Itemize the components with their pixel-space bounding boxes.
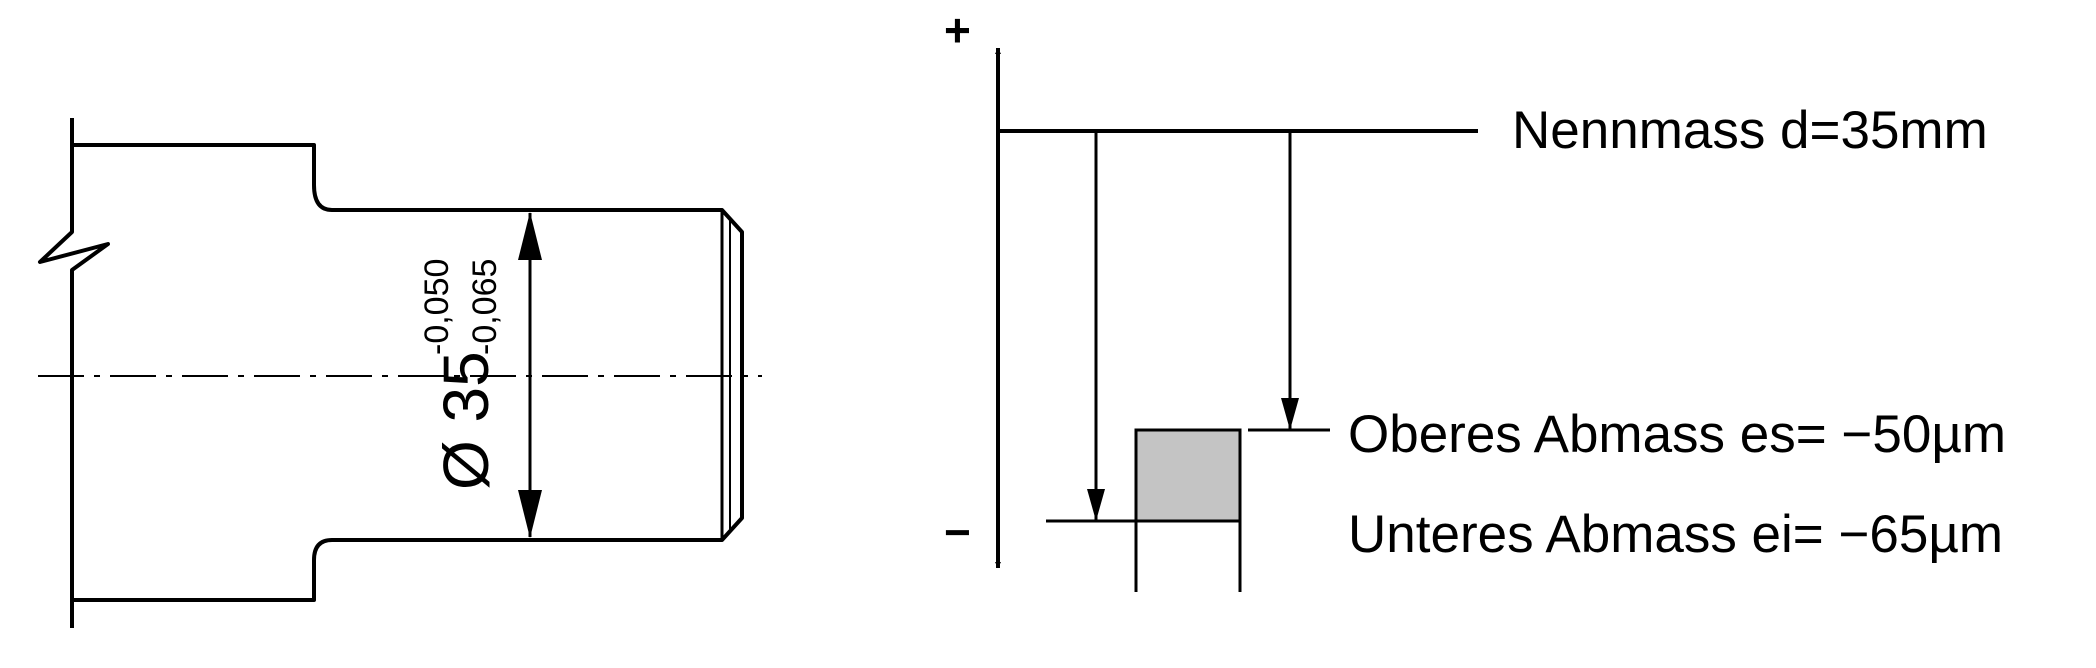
- break-line: [38, 118, 110, 628]
- upper-deviation-text: -0,050: [418, 259, 456, 355]
- minus-sign: −: [944, 506, 971, 558]
- dimension-text-group: Ø 35 -0,050 -0,065: [418, 259, 504, 490]
- dimension-arrow-down-icon: [518, 490, 542, 538]
- shoulder-outline-top: [72, 143, 333, 212]
- upper-deviation-label: Oberes Abmass es= −50µm: [1348, 405, 2006, 464]
- plus-sign: +: [944, 4, 971, 56]
- lower-arrow-icon: [1087, 489, 1105, 521]
- lower-deviation-text: -0,065: [466, 259, 504, 355]
- nominal-label: Nennmass d=35mm: [1512, 101, 1988, 160]
- diameter-label: Ø 35: [430, 351, 502, 490]
- diameter-dimension: [518, 212, 542, 538]
- tolerance-diagram: + − Nennmass d=35mm Oberes Abmass es= −5…: [944, 4, 2006, 592]
- upper-arrow-icon: [1281, 398, 1299, 430]
- shaft-drawing: [38, 118, 744, 628]
- lower-deviation-label: Unteres Abmass ei= −65µm: [1348, 505, 2003, 564]
- shoulder-outline-bottom: [72, 538, 333, 602]
- tolerance-zone: [1134, 428, 1242, 523]
- dimension-arrow-up-icon: [518, 212, 542, 260]
